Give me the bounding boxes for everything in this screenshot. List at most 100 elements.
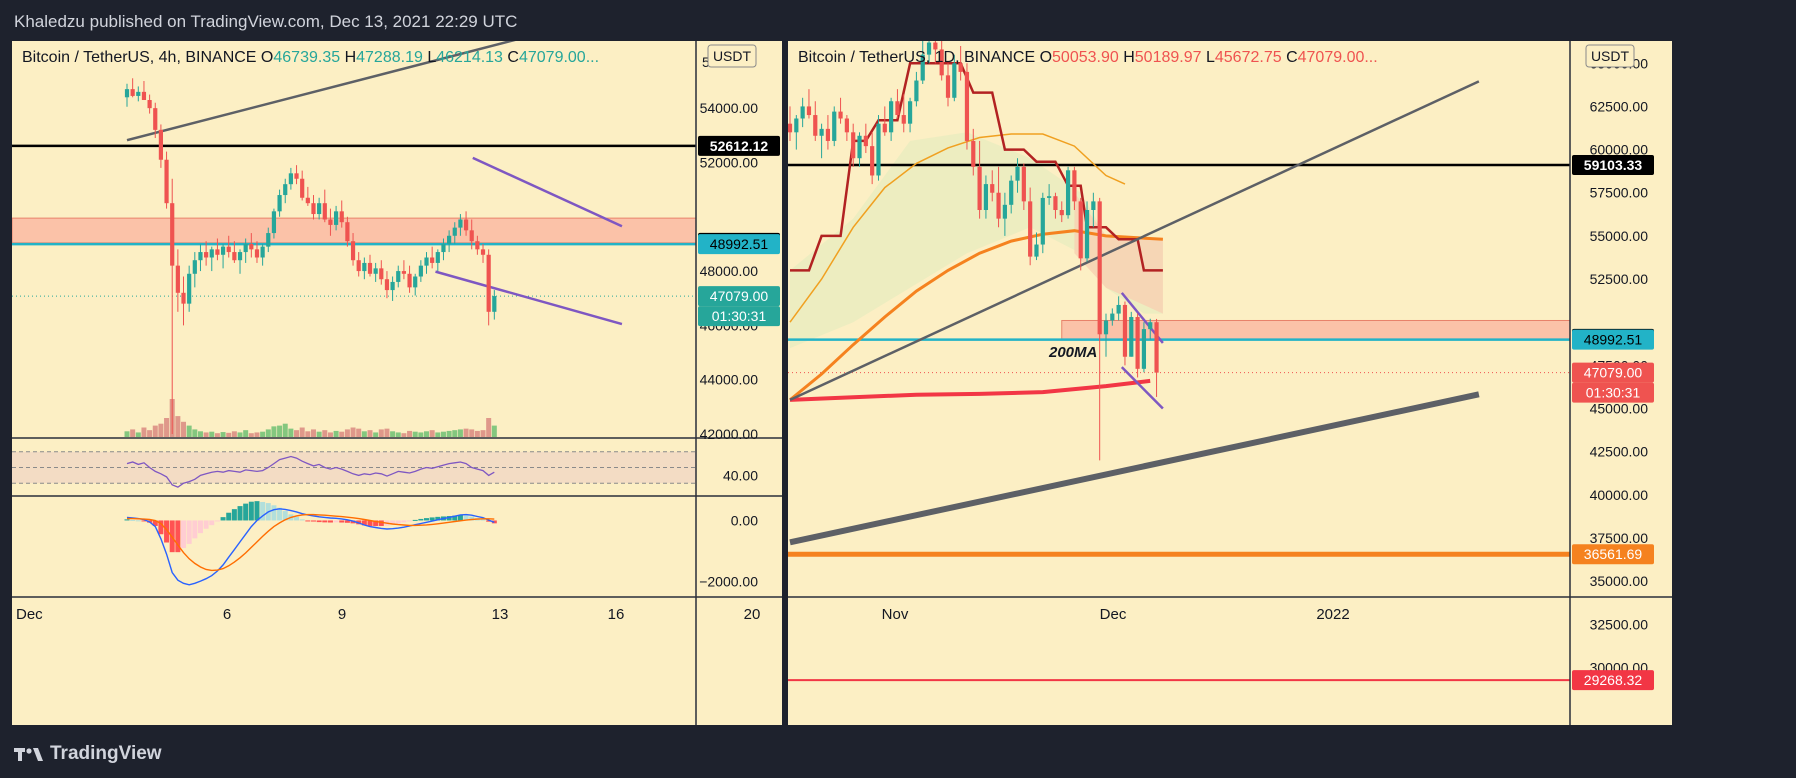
candle-body — [232, 252, 237, 261]
candle-body — [863, 135, 868, 147]
right-chart-1d[interactable]: 200MANovDec202265000.0062500.0060000.005… — [788, 41, 1672, 725]
candle-body — [237, 252, 243, 261]
candle-body — [294, 173, 299, 179]
candle-body — [311, 203, 316, 215]
price-tick: 35000.00 — [1590, 573, 1649, 589]
candle-body — [1034, 244, 1039, 257]
candle-body — [215, 249, 220, 255]
candle-body — [1135, 317, 1140, 369]
volume-bar — [277, 425, 283, 437]
x-tick: Dec — [1100, 606, 1127, 623]
candle-body — [1065, 170, 1071, 216]
candle-body — [844, 118, 849, 133]
candle-body — [418, 265, 423, 277]
currency-badge — [1585, 44, 1635, 68]
candle-body — [1084, 210, 1090, 259]
candle-body — [424, 257, 429, 266]
price-label-bg — [1572, 155, 1654, 176]
candle-body — [920, 54, 925, 81]
macd-hist-bar — [390, 520, 396, 525]
macd-hist-bar — [243, 503, 249, 521]
candle-body — [933, 42, 938, 50]
macd-hist-bar — [260, 501, 266, 521]
trendline — [435, 270, 623, 326]
candle-body — [1148, 322, 1153, 330]
trendline — [789, 80, 1480, 402]
price-tick: 57500.00 — [1590, 185, 1649, 201]
candle-body — [226, 246, 231, 253]
volume-bar — [491, 425, 497, 437]
macd-hist-bar — [254, 501, 260, 521]
candle-body — [469, 230, 474, 242]
volume-bar — [209, 431, 215, 437]
candle-body — [964, 71, 970, 141]
candle-body — [857, 135, 862, 159]
macd-hist-bar — [197, 520, 203, 534]
candle-body — [452, 227, 457, 236]
ma-thin-line — [789, 133, 1126, 323]
candle-body — [384, 279, 390, 291]
macd-hist-bar — [282, 511, 288, 521]
candle-body — [356, 260, 361, 272]
top-bar: Khaledzu published on TradingView.com, D… — [0, 0, 1796, 44]
volume-bar — [452, 430, 458, 437]
volume-bar — [248, 433, 254, 437]
volume-bar — [316, 431, 322, 437]
candle-body — [914, 80, 919, 102]
candle-body — [333, 211, 339, 225]
candle-body — [945, 75, 951, 98]
price-tick: 5 — [702, 54, 710, 70]
candle-body — [367, 262, 373, 274]
volume-bar — [175, 416, 181, 437]
candle-body — [187, 273, 192, 304]
x-tick: Nov — [882, 606, 909, 623]
macd-hist-bar — [316, 520, 322, 523]
volume-bar — [231, 431, 237, 437]
volume-bar — [158, 423, 164, 437]
macd-hist-bar — [327, 520, 333, 523]
x-tick: 13 — [492, 606, 509, 623]
candle-body — [958, 63, 963, 72]
candle-body — [794, 118, 799, 133]
candle-body — [463, 219, 469, 231]
price-tick: 32500.00 — [1590, 616, 1649, 632]
macd-hist-bar — [237, 506, 243, 521]
volume-bar — [141, 427, 147, 437]
volume-bar — [260, 431, 266, 437]
volume-bar — [339, 431, 345, 437]
volume-bar — [322, 430, 328, 437]
macd-tick: 0.00 — [731, 512, 758, 528]
macd-hist-bar — [401, 520, 407, 523]
tradingview-brand[interactable]: TradingView — [14, 743, 162, 765]
x-tick: 9 — [338, 606, 346, 623]
macd-hist-bar — [220, 517, 226, 521]
candle-body — [209, 249, 214, 258]
candle-body — [243, 243, 248, 253]
x-tick: 6 — [223, 606, 231, 623]
volume-bar — [463, 428, 469, 437]
candle-body — [130, 89, 135, 96]
candle-body — [350, 241, 356, 261]
candle-body — [147, 100, 152, 109]
volume-bar — [333, 430, 339, 437]
macd-hist-bar — [135, 520, 141, 522]
candle-body — [288, 173, 293, 185]
countdown-label-bg — [1572, 382, 1654, 403]
candle-body — [181, 292, 186, 304]
macd-hist-bar — [344, 520, 350, 523]
volume-bar — [373, 432, 379, 437]
volume-bar — [435, 432, 441, 437]
resistance-zone — [12, 217, 697, 244]
macd-hist-bar — [164, 520, 170, 543]
volume-bar — [480, 430, 486, 437]
volume-bar — [186, 425, 192, 437]
macd-hist-bar — [407, 520, 413, 522]
volume-bar — [474, 430, 480, 437]
macd-tick: −2000.00 — [699, 574, 758, 590]
price-tick: 62500.00 — [1590, 98, 1649, 114]
instrument-header: Bitcoin / TetherUS, 4h, BINANCE O46739.3… — [22, 49, 599, 66]
price-label: 52612.12 — [710, 138, 769, 154]
x-tick: 20 — [744, 606, 761, 623]
left-chart-4h[interactable]: 40.00 0.00 −2000.00 Dec 6 9 13 16 20 54000.00 5200… — [12, 41, 782, 725]
volume-bar — [197, 431, 203, 437]
